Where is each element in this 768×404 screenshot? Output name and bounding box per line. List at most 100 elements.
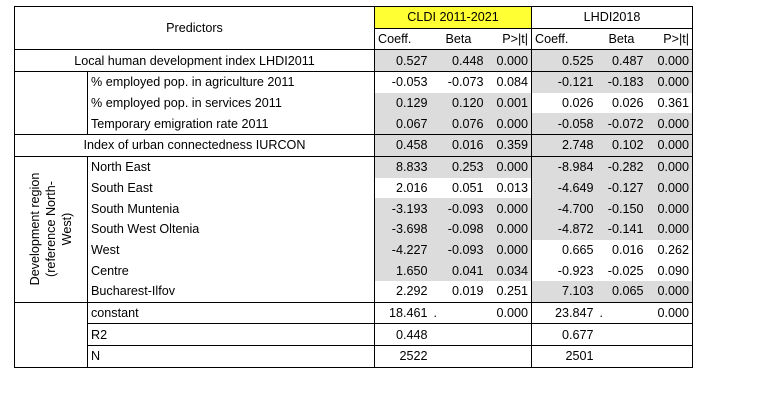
beta-cell: 0.076 bbox=[430, 113, 487, 135]
coeff-cell: 2.016 bbox=[395, 180, 428, 195]
coeff-cell: 18.461 bbox=[374, 301, 431, 324]
p-cell: 0.000 bbox=[646, 177, 693, 199]
coeff-cell: 0.527 bbox=[374, 49, 431, 72]
p-cell bbox=[486, 345, 532, 368]
p-cell: 0.000 bbox=[486, 218, 532, 240]
beta-cell: -0.127 bbox=[596, 177, 647, 199]
beta-cell: 0.051 bbox=[451, 180, 484, 195]
coeff-cell: 8.833 bbox=[374, 155, 431, 178]
beta-cell: 0.065 bbox=[596, 280, 647, 303]
coeff-cell: 23.847 bbox=[531, 301, 597, 324]
p-cell: 0.034 bbox=[486, 260, 532, 281]
beta-cell: 0.041 bbox=[430, 260, 487, 281]
model1-header: CLDI 2011-2021 bbox=[374, 6, 532, 29]
coeff-cell: 0.677 bbox=[531, 323, 597, 346]
p-cell: 0.000 bbox=[646, 71, 693, 93]
p-cell: 0.084 bbox=[486, 71, 532, 93]
row-label: South East bbox=[87, 177, 375, 199]
region-label-line2: (reference North- bbox=[44, 181, 58, 278]
table-row: Temporary emigration rate 2011 0.067 0.0… bbox=[15, 113, 693, 135]
p-cell: 0.000 bbox=[486, 301, 532, 324]
coeff-cell: 2.292 bbox=[395, 284, 428, 299]
p-cell: 0.262 bbox=[646, 239, 693, 261]
model2-header: LHDI2018 bbox=[531, 6, 693, 29]
row-label: % employed pop. in agriculture 2011 bbox=[87, 71, 375, 93]
coeff-cell: -3.698 bbox=[374, 218, 431, 240]
coeff-cell: -0.058 bbox=[531, 113, 597, 135]
region-label-line1: Development region bbox=[28, 172, 42, 286]
coeff-header-1: Coeff. bbox=[378, 32, 412, 47]
table-row: % employed pop. in services 2011 0.129 0… bbox=[15, 92, 693, 114]
p-cell: 0.090 bbox=[646, 260, 693, 281]
beta-cell bbox=[430, 345, 487, 368]
beta-header-1: Beta bbox=[445, 32, 472, 47]
coeff-cell: -3.193 bbox=[374, 198, 431, 219]
coeff-cell: -4.872 bbox=[531, 218, 597, 240]
coeff-cell: -4.227 bbox=[374, 239, 431, 261]
p-cell: 0.000 bbox=[486, 239, 532, 261]
beta-cell: 0.253 bbox=[430, 155, 487, 178]
row-label: North East bbox=[87, 155, 375, 178]
coeff-cell: 2522 bbox=[374, 345, 431, 368]
row-label: Index of urban connectedness IURCON bbox=[14, 134, 375, 157]
row-label: Temporary emigration rate 2011 bbox=[87, 113, 375, 135]
beta-cell: 0.102 bbox=[596, 134, 647, 157]
coeff-cell: 0.665 bbox=[561, 242, 594, 257]
p-cell: 0.000 bbox=[486, 113, 532, 135]
beta-cell: 0.016 bbox=[430, 134, 487, 157]
coeff-header-2: Coeff. bbox=[535, 32, 569, 47]
beta-cell: -0.073 bbox=[430, 71, 487, 93]
row-label: South Muntenia bbox=[87, 198, 375, 219]
p-cell: 0.013 bbox=[486, 177, 532, 199]
p-cell: 0.000 bbox=[646, 198, 693, 219]
indent-spacer bbox=[14, 71, 88, 135]
row-label: South West Oltenia bbox=[87, 218, 375, 240]
table-row: R2 0.448 0.677 bbox=[15, 323, 693, 346]
p-cell: 0.000 bbox=[486, 49, 532, 72]
coeff-cell: -0.121 bbox=[531, 71, 597, 93]
table-row: constant 18.461 . 0.000 23.847 . 0.000 bbox=[14, 301, 693, 368]
table-row: % employed pop. in agriculture 2011 -0.0… bbox=[14, 71, 693, 135]
row-label: Centre bbox=[87, 260, 375, 281]
table-row: Index of urban connectedness IURCON 0.45… bbox=[14, 134, 693, 157]
beta-cell: 0.448 bbox=[430, 49, 487, 72]
header-row-stats: Coeff. Beta P>|t| Coeff. Beta P>|t| bbox=[15, 28, 693, 50]
table-row: Bucharest-Ilfov 2.292 0.019 0.251 7.103 … bbox=[15, 280, 693, 303]
coeff-cell: -8.984 bbox=[531, 155, 597, 178]
table-row: South West Oltenia -3.698 -0.098 0.000 -… bbox=[15, 218, 693, 240]
beta-cell: 0.026 bbox=[611, 96, 644, 111]
coeff-cell: 2.748 bbox=[531, 134, 597, 157]
coeff-cell: 0.026 bbox=[561, 96, 594, 111]
p-cell: 0.000 bbox=[646, 134, 693, 157]
beta-cell: -0.150 bbox=[596, 198, 647, 219]
table-row: Centre 1.650 0.041 0.034 -0.923 -0.025 0… bbox=[15, 260, 693, 281]
beta-cell bbox=[596, 345, 647, 368]
beta-cell: 0.016 bbox=[611, 242, 644, 257]
table-row: South Muntenia -3.193 -0.093 0.000 -4.70… bbox=[15, 198, 693, 219]
beta-cell: -0.072 bbox=[596, 113, 647, 135]
beta-cell: 0.487 bbox=[596, 49, 647, 72]
p-cell: 0.001 bbox=[486, 92, 532, 114]
beta-cell: 0.120 bbox=[430, 92, 487, 114]
coeff-cell: -0.923 bbox=[557, 263, 594, 278]
beta-cell: . bbox=[430, 301, 487, 324]
coeff-cell: -4.700 bbox=[531, 198, 597, 219]
coeff-cell: 0.458 bbox=[374, 134, 431, 157]
p-cell: 0.000 bbox=[486, 198, 532, 219]
beta-cell: -0.025 bbox=[607, 263, 644, 278]
coeff-cell: 1.650 bbox=[374, 260, 431, 281]
beta-cell: -0.183 bbox=[596, 71, 647, 93]
region-label-line3: West) bbox=[60, 212, 74, 246]
table-row: N 2522 2501 bbox=[15, 345, 693, 368]
beta-cell: -0.282 bbox=[596, 155, 647, 178]
table-row: Development region (reference North- Wes… bbox=[14, 155, 693, 303]
table-row: South East 2.016 0.051 0.013 -4.649 -0.1… bbox=[15, 177, 693, 199]
p-cell: 0.000 bbox=[486, 155, 532, 178]
row-label: % employed pop. in services 2011 bbox=[87, 92, 375, 114]
p-cell: 0.000 bbox=[646, 301, 693, 324]
p-cell bbox=[486, 323, 532, 346]
p-cell: 0.361 bbox=[646, 92, 693, 114]
header-row-models: Predictors CLDI 2011-2021 LHDI2018 bbox=[14, 5, 693, 51]
regression-table: Predictors CLDI 2011-2021 LHDI2018 Coeff… bbox=[14, 5, 693, 368]
p-cell bbox=[646, 323, 693, 346]
